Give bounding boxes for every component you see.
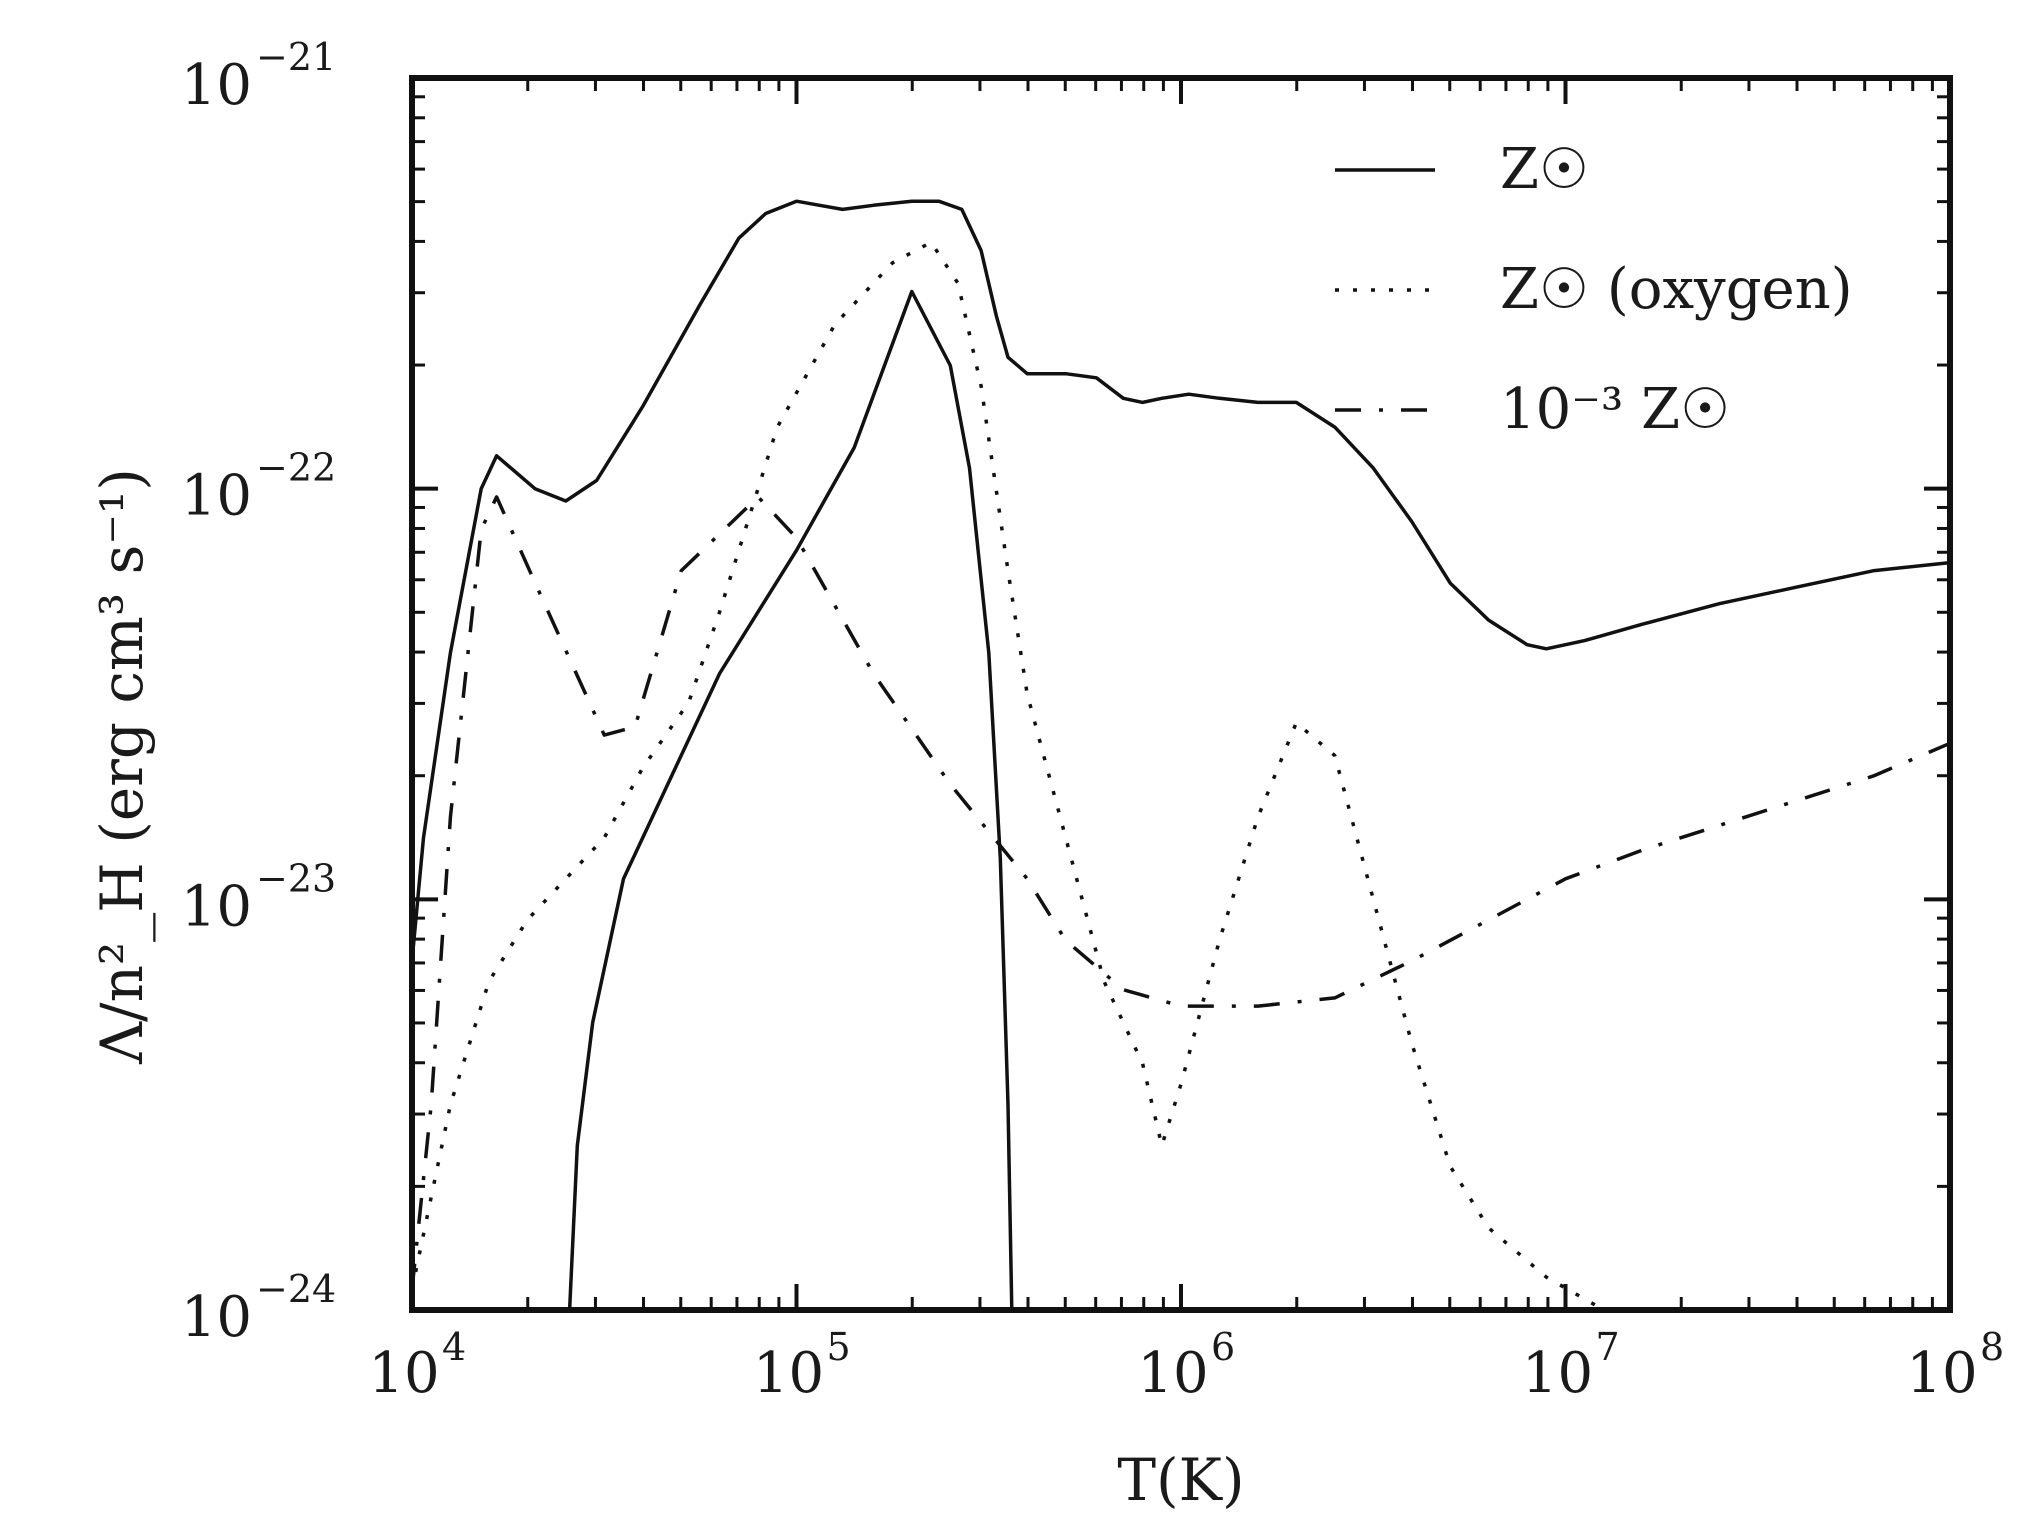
x-tick-label: 10 4 — [368, 1325, 466, 1406]
svg-text:10: 10 — [181, 53, 252, 118]
svg-text:−22: −22 — [256, 446, 336, 490]
svg-text:8: 8 — [1980, 1325, 2004, 1369]
legend-label: Z☉ — [1500, 137, 1589, 202]
y-axis-label: Λ/n²_H (erg cm³ s⁻¹) — [88, 468, 156, 1065]
y-tick-label: 10 −22 — [181, 446, 336, 529]
svg-text:−21: −21 — [256, 35, 336, 79]
svg-text:Λ/n²_H (erg cm³ s⁻¹): Λ/n²_H (erg cm³ s⁻¹) — [88, 468, 156, 1065]
svg-text:−24: −24 — [256, 1267, 336, 1311]
svg-text:10: 10 — [1522, 1341, 1593, 1406]
svg-text:10: 10 — [181, 874, 252, 939]
svg-text:7: 7 — [1596, 1325, 1620, 1369]
svg-text:5: 5 — [827, 1325, 851, 1369]
svg-text:−23: −23 — [256, 856, 336, 900]
series-layer — [410, 199, 1951, 1312]
legend[interactable]: Z☉ Z☉ (oxygen) 10⁻³ Z☉ — [1335, 137, 1853, 442]
x-tick-label: 10 6 — [1137, 1325, 1235, 1406]
svg-text:10: 10 — [181, 464, 252, 529]
svg-text:10: 10 — [181, 1285, 252, 1350]
y-tick-label: 10 −21 — [181, 35, 336, 118]
series-line-2 — [410, 495, 1951, 1290]
series-line-0 — [410, 199, 1951, 962]
svg-text:10: 10 — [368, 1341, 439, 1406]
plot-frame — [409, 75, 1953, 1313]
legend-label: Z☉ (oxygen) — [1500, 257, 1853, 322]
x-tick-label: 10 5 — [753, 1325, 851, 1406]
legend-entry[interactable]: Z☉ (oxygen) — [1335, 257, 1853, 322]
series-line-3 — [567, 289, 1014, 1311]
legend-entry[interactable]: Z☉ — [1335, 137, 1589, 202]
svg-text:10: 10 — [753, 1341, 824, 1406]
x-tick-label: 10 8 — [1906, 1325, 2004, 1406]
svg-text:6: 6 — [1211, 1325, 1235, 1369]
svg-text:10: 10 — [1906, 1341, 1977, 1406]
x-axis-label-text: T(K) — [1117, 1446, 1244, 1514]
svg-text:4: 4 — [442, 1325, 466, 1369]
y-tick-label: 10 −24 — [181, 1267, 336, 1350]
svg-text:10: 10 — [1137, 1341, 1208, 1406]
x-tick-label: 10 7 — [1522, 1325, 1620, 1406]
y-tick-label: 10 −23 — [181, 856, 336, 939]
legend-label: 10⁻³ Z☉ — [1500, 377, 1730, 442]
legend-entry[interactable]: 10⁻³ Z☉ — [1335, 377, 1730, 442]
